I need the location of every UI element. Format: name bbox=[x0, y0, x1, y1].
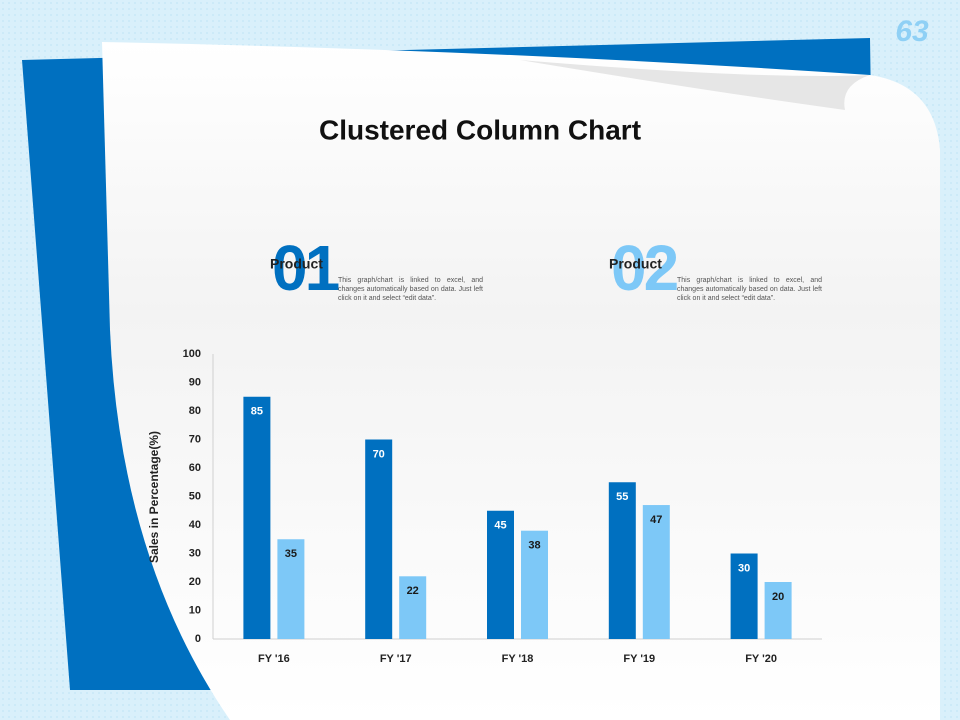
page-curl bbox=[520, 60, 870, 110]
bar bbox=[521, 530, 548, 639]
y-tick-label: 40 bbox=[189, 519, 201, 531]
y-tick-label: 50 bbox=[189, 490, 201, 502]
legend-number: 01 bbox=[272, 232, 339, 304]
x-tick-label: FY '17 bbox=[380, 653, 412, 665]
data-label: 35 bbox=[285, 548, 297, 560]
data-label: 22 bbox=[407, 585, 419, 597]
data-label: 85 bbox=[251, 406, 263, 418]
y-tick-label: 60 bbox=[189, 462, 201, 474]
chart-title: Clustered Column Chart bbox=[319, 114, 641, 145]
data-label: 38 bbox=[528, 540, 540, 552]
x-tick-label: FY '20 bbox=[745, 653, 777, 665]
bar bbox=[730, 553, 758, 639]
y-tick-label: 80 bbox=[189, 405, 201, 417]
x-tick-label: FY '18 bbox=[502, 653, 534, 665]
bar bbox=[608, 482, 636, 639]
y-tick-label: 100 bbox=[183, 348, 201, 360]
legend-description: This graph/chart is linked to excel, and… bbox=[338, 277, 483, 302]
legend-description: This graph/chart is linked to excel, and… bbox=[677, 277, 822, 302]
bar bbox=[277, 539, 305, 639]
data-label: 20 bbox=[772, 591, 784, 603]
y-tick-label: 0 bbox=[195, 633, 201, 645]
data-label: 45 bbox=[494, 520, 506, 532]
x-tick-label: FY '19 bbox=[623, 653, 655, 665]
bar bbox=[642, 505, 670, 639]
x-tick-label: FY '16 bbox=[258, 653, 290, 665]
legend-number: 02 bbox=[611, 232, 678, 304]
bar bbox=[764, 582, 792, 639]
y-tick-label: 90 bbox=[189, 376, 201, 388]
data-label: 55 bbox=[616, 491, 628, 503]
bar bbox=[487, 510, 514, 639]
y-tick-label: 20 bbox=[189, 576, 201, 588]
paper bbox=[102, 42, 940, 720]
data-label: 70 bbox=[373, 448, 385, 460]
data-label: 47 bbox=[650, 514, 662, 526]
data-label: 30 bbox=[738, 562, 750, 574]
y-axis-label: Sales in Percentage(%) bbox=[147, 431, 161, 563]
y-tick-label: 30 bbox=[189, 547, 201, 559]
y-tick-label: 70 bbox=[189, 433, 201, 445]
bar bbox=[243, 396, 271, 639]
bar bbox=[399, 576, 427, 639]
legend-name: Product bbox=[270, 256, 323, 272]
page-number: 63 bbox=[895, 15, 929, 48]
y-tick-label: 10 bbox=[189, 604, 201, 616]
legend-name: Product bbox=[609, 256, 662, 272]
bar bbox=[365, 439, 393, 639]
